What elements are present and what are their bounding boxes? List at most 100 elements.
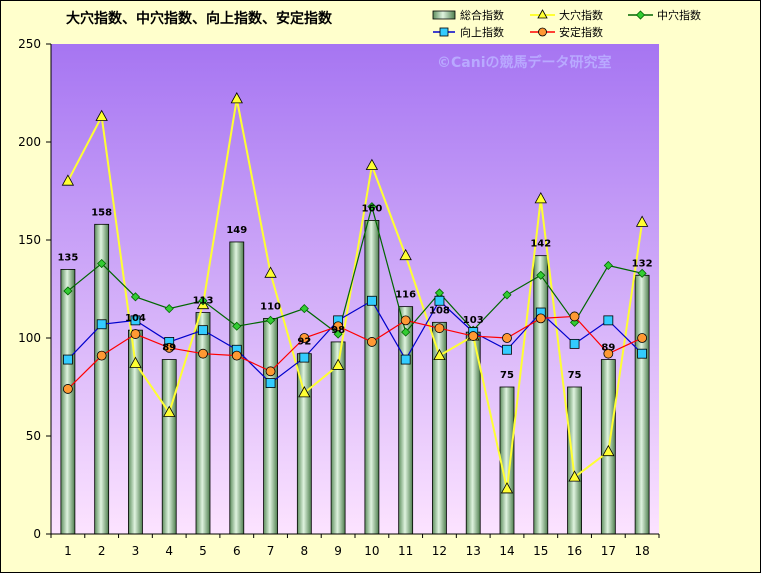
legend-label-chuana: 中穴指数 [657, 8, 701, 22]
series-point [130, 315, 141, 326]
series-point [637, 333, 648, 343]
series-point [130, 329, 141, 339]
x-tick-label: 6 [233, 544, 241, 558]
series-point [129, 356, 142, 368]
series-point [163, 405, 176, 417]
x-tick-label: 12 [432, 544, 447, 558]
series-point [502, 344, 512, 355]
bar [398, 306, 414, 535]
bar-data-labels: 135 158 104 89 113 149 110 92 98 160 116 108 103 75 14… [57, 203, 652, 381]
series-point [198, 325, 208, 336]
series-point [502, 333, 512, 343]
x-tick-label: 18 [634, 544, 649, 558]
bar [263, 317, 278, 535]
legend-label-total: 総合指数 [460, 8, 504, 22]
series-point [635, 215, 649, 227]
series-point [400, 315, 411, 326]
series-point [130, 292, 141, 302]
y-tick-label: 250 [18, 37, 41, 51]
series-point [637, 268, 647, 278]
series-point [164, 342, 175, 353]
series-point [367, 202, 377, 212]
bar-data-label: 149 [226, 225, 247, 236]
legend-swatch-total [432, 10, 456, 20]
bar-data-label: 104 [125, 313, 146, 324]
bar [94, 223, 110, 535]
bar [229, 241, 245, 535]
series-point [434, 323, 445, 334]
y-tick-label: 0 [33, 527, 41, 541]
series-point [434, 295, 445, 306]
series-point [366, 295, 377, 306]
legend-label-kojo: 向上指数 [460, 25, 504, 39]
bar-data-label: 132 [632, 258, 653, 269]
y-tick-label: 200 [18, 135, 41, 149]
y-tick-label: 150 [18, 233, 41, 247]
series-point [534, 192, 547, 204]
series-point [500, 482, 514, 494]
x-tick-label: 10 [364, 544, 379, 558]
series-line [67, 204, 643, 336]
x-tick-label: 13 [466, 544, 481, 558]
series-point [265, 315, 276, 325]
series-point [62, 354, 73, 365]
chart-title: 大穴指数、中穴指数、向上指数、安定指数 [66, 10, 333, 27]
series-point [331, 358, 345, 370]
y-tick-label: 100 [18, 331, 41, 345]
bar-data-label: 89 [601, 343, 615, 354]
bar [60, 268, 76, 535]
bar-data-label: 135 [57, 252, 78, 263]
bar-data-label: 108 [429, 305, 450, 316]
series-point [95, 109, 108, 121]
x-tick-label: 14 [499, 544, 514, 558]
legend-marker-antei [538, 27, 547, 37]
x-tick-label: 3 [132, 544, 140, 558]
legend-marker-chuana [635, 10, 646, 20]
plot-area [51, 44, 659, 534]
series-point [299, 304, 309, 314]
series-point [536, 270, 546, 280]
series-point [264, 266, 277, 278]
series-point [96, 350, 107, 361]
bar-data-label: 103 [463, 315, 484, 326]
series-point [401, 327, 411, 337]
legend-marker-kojo [439, 27, 449, 37]
series-point [433, 348, 446, 361]
bar [499, 386, 515, 535]
bar [533, 255, 549, 535]
series-point [468, 331, 479, 341]
bar-data-label: 75 [500, 370, 514, 381]
series-point [603, 315, 614, 326]
series-point [569, 311, 580, 322]
legend: 総合指数 大穴指数 中穴指数 向上指数 安定指数 [428, 8, 740, 40]
series-point [63, 286, 73, 296]
series-point [333, 329, 343, 339]
series-point [198, 296, 208, 306]
series-point [569, 338, 580, 349]
watermark: ©Caniの競馬データ研究室 [437, 54, 612, 71]
y-ticks: 0 50 100 150 200 250 [18, 37, 51, 541]
x-tick-label: 16 [567, 544, 582, 558]
series-point [299, 333, 310, 343]
x-tick-label: 2 [98, 544, 106, 558]
x-tick-label: 7 [267, 544, 275, 558]
series-point [164, 304, 174, 314]
bar [567, 386, 582, 535]
bar [296, 353, 312, 535]
x-tick-label: 4 [165, 544, 173, 558]
series-point [265, 378, 276, 388]
x-tick-label: 5 [199, 544, 207, 558]
lines [61, 92, 649, 494]
series-point [568, 470, 581, 482]
bar-data-label: 158 [91, 207, 112, 218]
x-tick-label: 11 [398, 544, 413, 558]
legend-box [428, 8, 740, 40]
series-point [535, 313, 546, 324]
x-tick-label: 15 [533, 544, 548, 558]
series-point [365, 158, 379, 170]
y-tick-label: 50 [26, 429, 41, 443]
bar-data-label: 92 [297, 337, 311, 348]
x-tick-label: 8 [301, 544, 309, 558]
series-point [603, 260, 613, 271]
